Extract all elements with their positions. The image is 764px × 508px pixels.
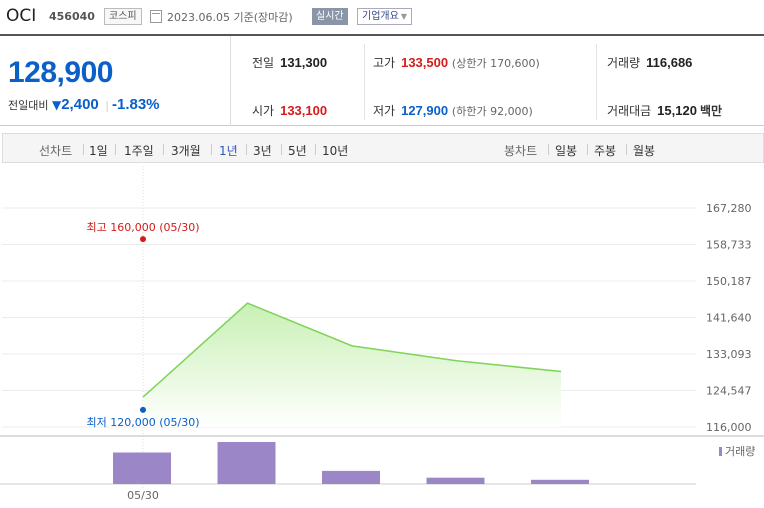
tab-daily[interactable]: 일봉 <box>555 142 577 159</box>
tab-1d[interactable]: 1일 <box>89 142 108 159</box>
current-price: 128,900 <box>8 56 113 90</box>
divider <box>626 144 627 155</box>
volume-bar <box>218 442 276 484</box>
high-stat: 고가 133,500 (상한가 170,600) <box>373 54 540 71</box>
tab-5y[interactable]: 5년 <box>288 142 307 159</box>
volume-bar <box>322 471 380 484</box>
price-chart-svg: 167,280 158,733 150,187 141,640 133,093 124,5… <box>0 166 764 504</box>
divider <box>83 144 84 155</box>
max-annotation: 최고 160,000 (05/30) <box>86 221 199 234</box>
line-chart-label: 선차트 <box>39 142 72 159</box>
y-tick-label: 133,093 <box>706 348 752 361</box>
high-label: 고가 <box>373 56 395 70</box>
open-label: 시가 <box>252 104 274 118</box>
volume-legend-label: 거래량 <box>725 445 755 458</box>
divider <box>115 144 116 155</box>
volume-legend-swatch <box>719 447 722 456</box>
min-annotation: 최저 120,000 (05/30) <box>86 416 199 429</box>
low-value: 127,900 <box>401 103 448 118</box>
reference-date: 2023.06.05 기준(장마감) <box>167 9 293 25</box>
company-overview-label: 기업개요 <box>362 11 399 22</box>
min-marker <box>140 407 146 413</box>
low-stat: 저가 127,900 (하한가 92,000) <box>373 102 533 119</box>
y-tick-label: 167,280 <box>706 202 752 215</box>
lower-limit: (하한가 92,000) <box>452 105 533 118</box>
volume-bar <box>531 480 589 484</box>
candle-chart-label: 봉차트 <box>504 142 537 159</box>
tab-3y[interactable]: 3년 <box>253 142 272 159</box>
divider <box>211 144 212 155</box>
change-row: 전일대비 ▼2,400 |-1.83% <box>8 96 160 113</box>
realtime-button[interactable]: 실시간 <box>312 8 348 25</box>
y-tick-label: 141,640 <box>706 312 752 325</box>
amount-unit: 백만 <box>700 104 722 118</box>
y-tick-label: 124,547 <box>706 385 752 398</box>
chevron-down-icon: ▼ <box>401 12 407 21</box>
y-tick-label: 158,733 <box>706 239 752 252</box>
y-tick-label: 116,000 <box>706 421 752 434</box>
tab-monthly[interactable]: 월봉 <box>633 142 655 159</box>
divider <box>163 144 164 155</box>
tab-1w[interactable]: 1주일 <box>124 142 154 159</box>
divider <box>364 44 365 120</box>
market-badge: 코스피 <box>104 8 142 25</box>
change-label: 전일대비 <box>8 99 48 112</box>
volume-stat: 거래량 116,686 <box>607 54 692 71</box>
low-label: 저가 <box>373 104 395 118</box>
amount-label: 거래대금 <box>607 104 651 118</box>
down-triangle-icon: ▼ <box>52 98 61 112</box>
prev-close-stat: 전일 131,300 <box>252 54 327 71</box>
tab-3m[interactable]: 3개월 <box>171 142 201 159</box>
calendar-icon <box>150 10 162 23</box>
tab-weekly[interactable]: 주봉 <box>594 142 616 159</box>
tab-10y[interactable]: 10년 <box>322 142 348 159</box>
y-tick-label: 150,187 <box>706 275 752 288</box>
volume-label: 거래량 <box>607 56 640 70</box>
current-price-block: 128,900 전일대비 ▼2,400 |-1.83% <box>0 36 231 126</box>
price-summary: 128,900 전일대비 ▼2,400 |-1.83% 전일 131,300 시가… <box>0 34 764 126</box>
volume-bar <box>427 478 485 484</box>
prev-close-value: 131,300 <box>280 55 327 70</box>
tab-1y[interactable]: 1년 <box>219 142 238 159</box>
price-chart: 167,280 158,733 150,187 141,640 133,093 124,5… <box>0 166 764 504</box>
company-overview-dropdown[interactable]: 기업개요▼ <box>357 8 412 25</box>
max-marker <box>140 236 146 242</box>
change-percent: -1.83% <box>112 96 160 113</box>
x-tick-label: 05/30 <box>127 489 159 502</box>
change-value: 2,400 <box>61 96 99 113</box>
divider <box>281 144 282 155</box>
divider <box>587 144 588 155</box>
open-stat: 시가 133,100 <box>252 102 327 119</box>
stock-code: 456040 <box>49 10 95 23</box>
divider <box>548 144 549 155</box>
open-value: 133,100 <box>280 103 327 118</box>
amount-value: 15,120 <box>657 103 697 118</box>
divider <box>596 44 597 120</box>
prev-close-label: 전일 <box>252 56 274 70</box>
volume-bar <box>113 453 171 485</box>
divider: | <box>105 99 109 112</box>
stock-name: OCI <box>6 6 36 26</box>
upper-limit: (상한가 170,600) <box>452 57 540 70</box>
volume-value: 116,686 <box>646 55 692 70</box>
divider <box>246 144 247 155</box>
divider <box>315 144 316 155</box>
chart-period-tabs: 선차트 1일 1주일 3개월 1년 3년 5년 10년 봉차트 일봉 주봉 월봉 <box>2 133 764 163</box>
stock-header: OCI 456040 코스피 2023.06.05 기준(장마감) 실시간 기업… <box>0 0 764 34</box>
high-value: 133,500 <box>401 55 448 70</box>
